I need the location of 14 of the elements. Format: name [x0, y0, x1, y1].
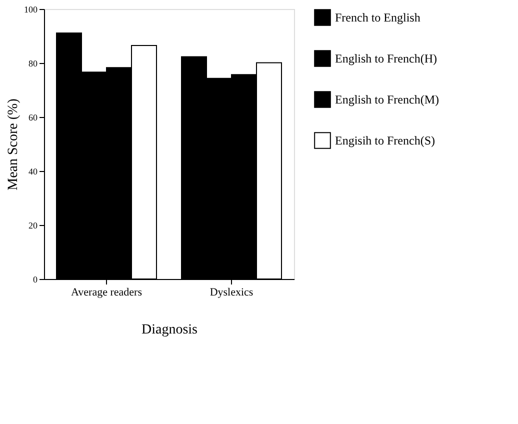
y-tick-label: 100: [24, 4, 38, 14]
x-axis-title: Diagnosis: [142, 322, 198, 338]
y-tick-label: 0: [33, 274, 38, 284]
legend-label: English to French(H): [335, 52, 437, 66]
legend-label: English to French(M): [335, 92, 439, 106]
y-tick-label: 80: [28, 58, 38, 68]
legend-label: French to English: [335, 10, 420, 24]
y-tick-label: 60: [28, 112, 38, 122]
x-tick-label: Dyslexics: [210, 286, 254, 298]
y-axis-title: Mean Score (%): [6, 98, 21, 190]
y-tick-label: 20: [28, 220, 38, 230]
y-tick-label: 40: [28, 166, 38, 176]
x-tick-label: Average readers: [71, 286, 142, 298]
legend-label: Engisih to French(S): [335, 134, 435, 148]
